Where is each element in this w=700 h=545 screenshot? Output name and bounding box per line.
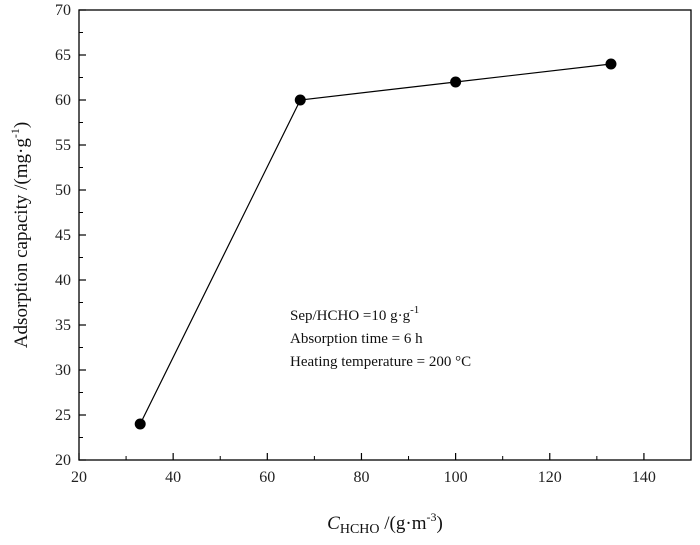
x-tick-label: 100 [444,469,468,486]
annotation-block: Sep/HCHO =10 g·g-1 Absorption time = 6 h… [290,304,471,370]
y-tick-label: 45 [55,227,71,244]
data-markers [134,58,617,430]
y-tick-label: 40 [55,272,71,289]
x-tick-label: 80 [353,469,369,486]
y-tick-label: 20 [55,452,71,469]
x-tick-label: 140 [632,469,656,486]
y-axis-title: Adsorption capacity /(mg·g-1) [8,122,32,348]
y-tick-label: 60 [55,92,71,109]
plot-frame [78,9,692,461]
x-ticks: 20 40 60 80 100 120 140 [71,453,656,486]
x-tick-label: 120 [538,469,562,486]
annotation-temperature: Heating temperature = 200 °C [290,354,471,370]
y-tick-label: 25 [55,407,71,424]
x-tick-label: 60 [259,469,275,486]
annotation-ratio: Sep/HCHO =10 g·g-1 [290,304,419,324]
y-tick-label: 50 [55,182,71,199]
data-point [134,418,146,430]
data-point [450,76,462,88]
y-tick-label: 65 [55,47,71,64]
series-line [139,63,612,425]
annotation-time: Absorption time = 6 h [290,331,423,347]
x-axis-title: CHCHO /(g·m-3) [327,510,443,537]
y-tick-label: 70 [55,2,71,19]
y-tick-label: 30 [55,362,71,379]
x-tick-label: 40 [165,469,181,486]
x-tick-label: 20 [71,469,87,486]
data-point [605,58,617,70]
data-point [294,94,306,106]
y-tick-label: 35 [55,317,71,334]
y-ticks: 20 25 30 35 40 45 50 55 60 65 70 [55,2,86,469]
y-tick-label: 55 [55,137,71,154]
